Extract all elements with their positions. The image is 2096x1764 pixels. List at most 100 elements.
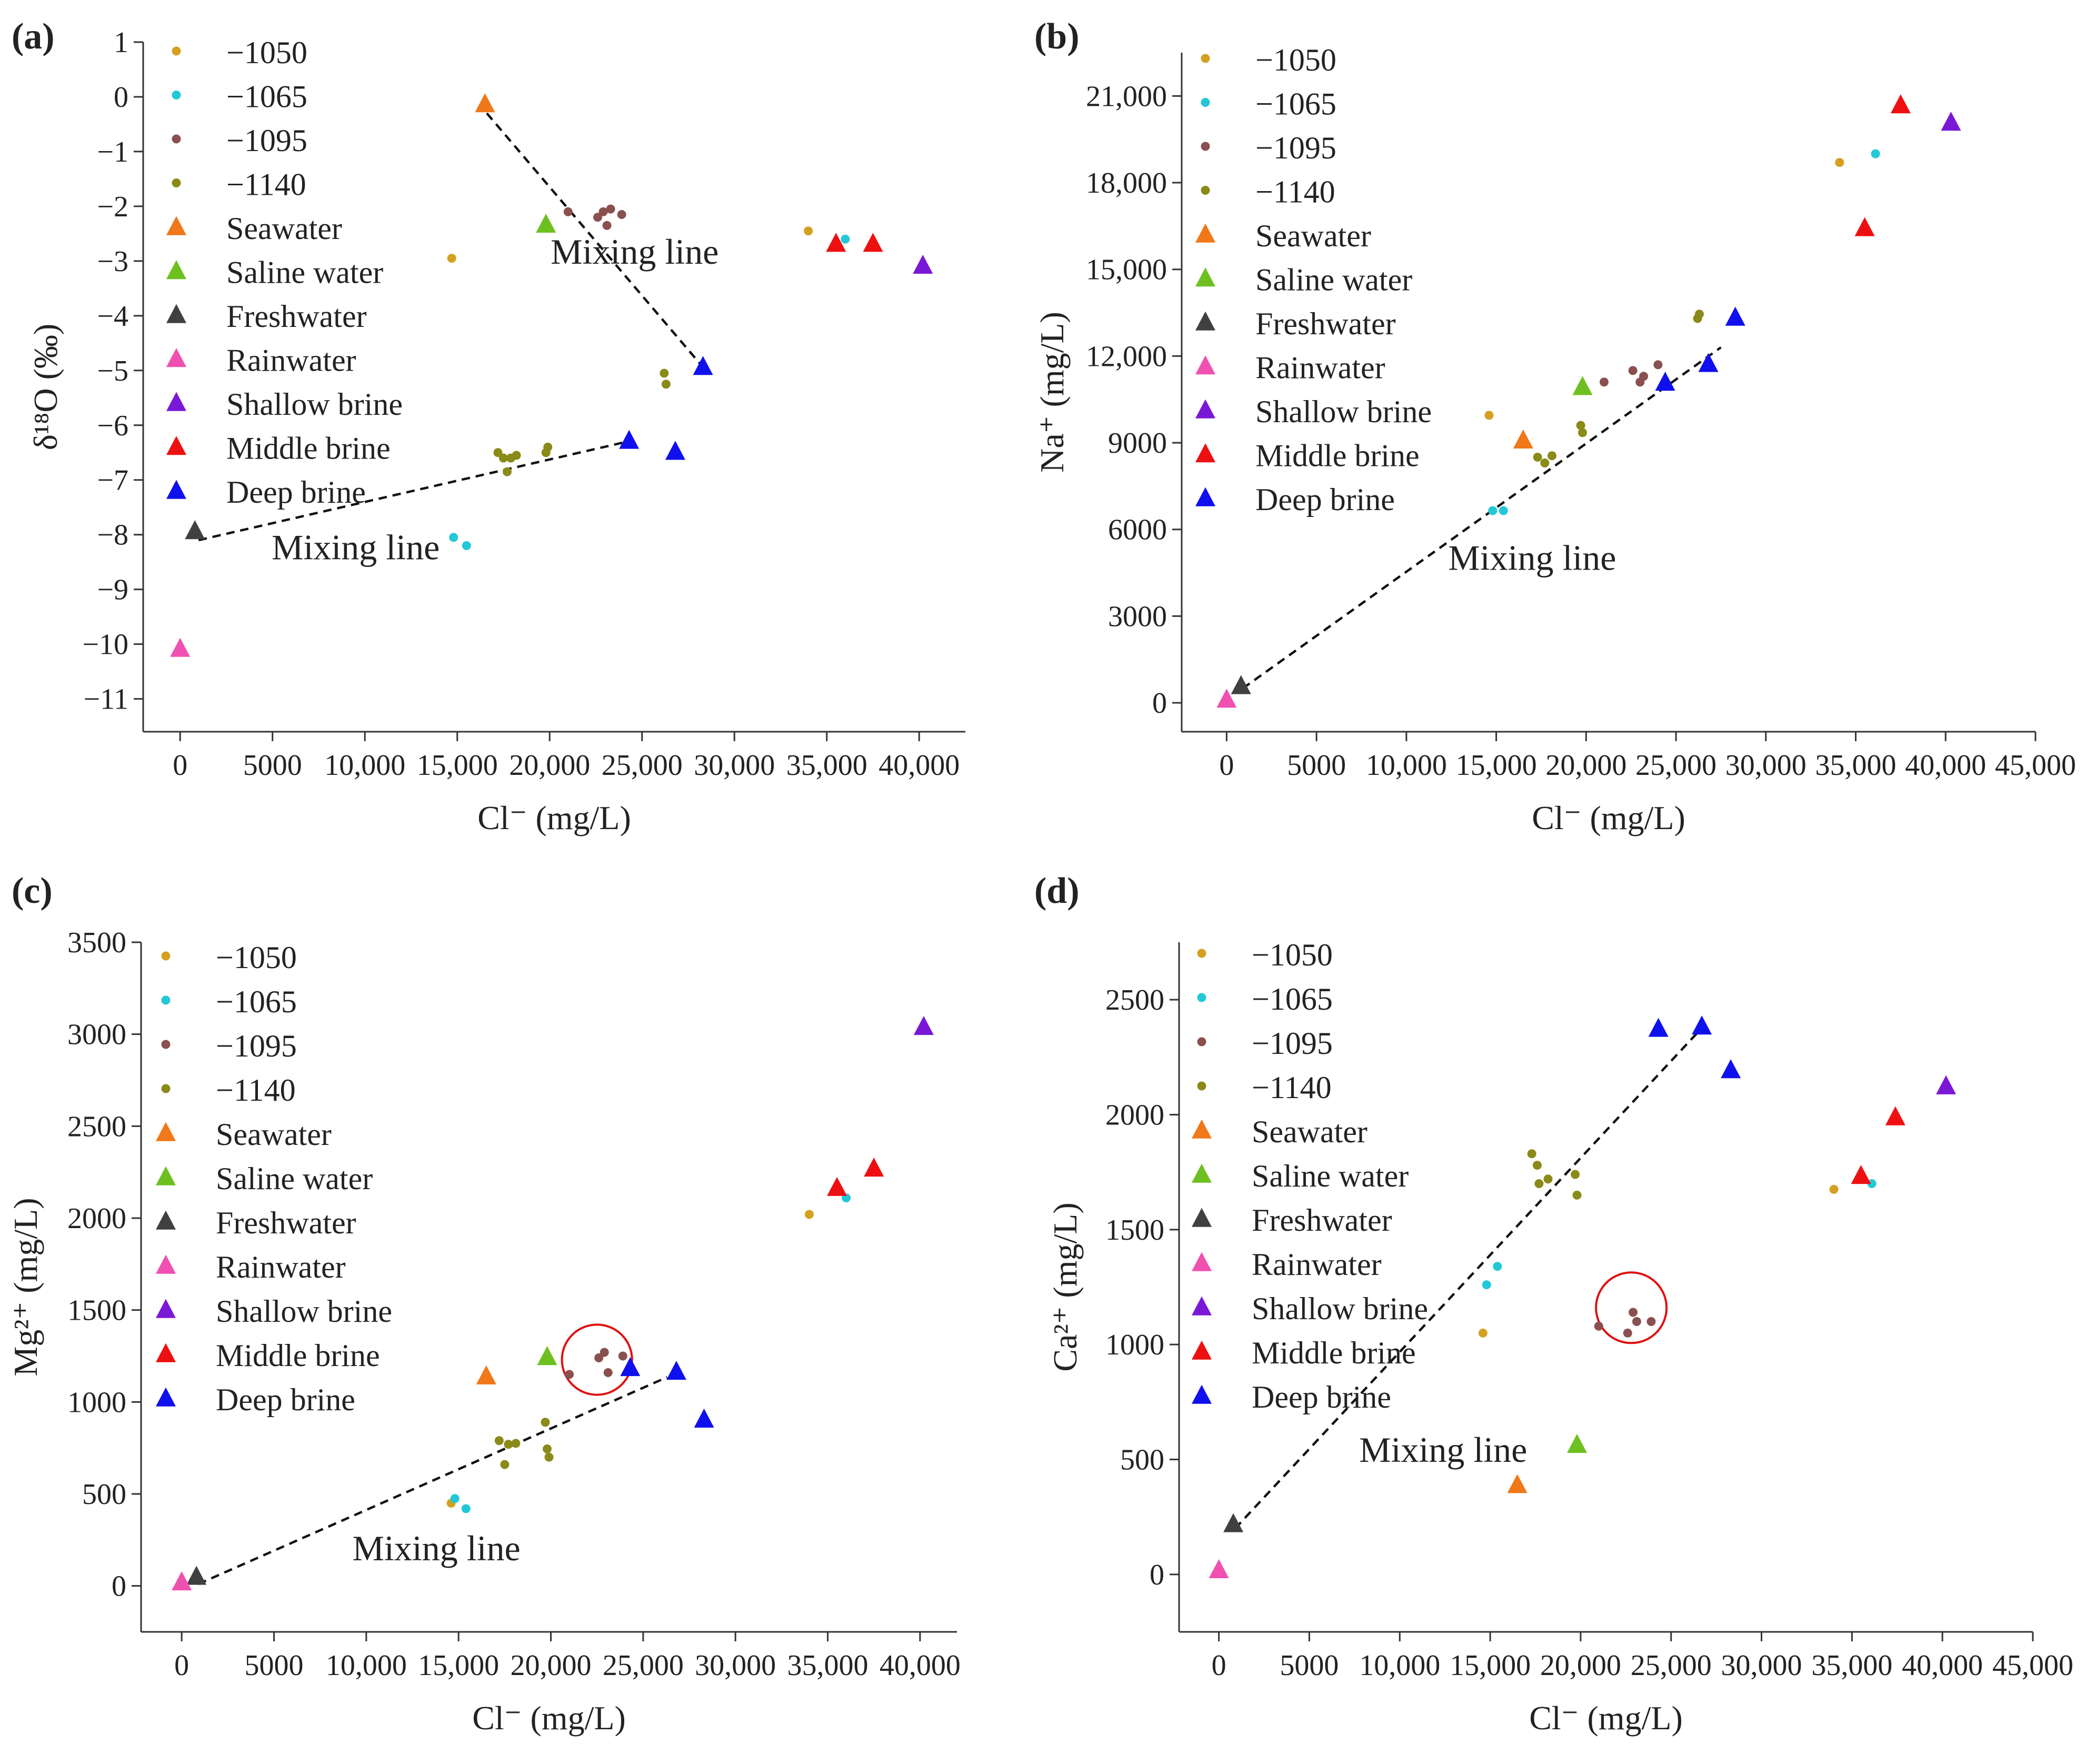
data-point-depth-1140 — [502, 467, 512, 476]
y-tick-label: −2 — [97, 191, 128, 223]
legend-marker-triangle — [1195, 267, 1215, 287]
mixing-line-label: Mixing line — [1448, 538, 1616, 578]
data-point-depth-1095 — [617, 210, 626, 219]
data-point-depth-1140 — [543, 442, 553, 452]
data-point-saline-water — [1572, 376, 1593, 395]
legend-marker-dot — [161, 1084, 171, 1093]
data-point-rainwater — [1216, 689, 1237, 708]
data-point-depth-1095 — [565, 1370, 574, 1379]
legend-marker-triangle — [166, 480, 186, 499]
legend-label: Shallow brine — [1255, 394, 1432, 429]
x-tick-label: 10,000 — [326, 1649, 407, 1682]
legend-label: Shallow brine — [1252, 1291, 1428, 1326]
data-point-freshwater — [186, 1566, 207, 1585]
legend-marker-dot — [1201, 186, 1210, 195]
x-tick-label: 25,000 — [1635, 749, 1716, 782]
data-point-depth-1065 — [1493, 1262, 1502, 1271]
legend-label: −1140 — [1252, 1070, 1332, 1105]
data-point-deep-brine — [693, 356, 713, 375]
data-point-depth-1140 — [1533, 453, 1542, 462]
y-tick-label: 500 — [82, 1478, 126, 1511]
data-point-middle-brine — [864, 1158, 884, 1177]
data-point-seawater — [476, 1365, 496, 1384]
legend-marker-dot — [1201, 54, 1210, 63]
data-point-depth-1140 — [504, 1440, 513, 1449]
x-tick-label: 5000 — [1280, 1649, 1339, 1682]
data-point-depth-1065 — [1871, 149, 1880, 158]
legend-marker-dot — [172, 46, 181, 56]
legend-label: Middle brine — [216, 1338, 380, 1373]
y-tick-label: 9000 — [1108, 427, 1167, 460]
data-point-depth-1095 — [1629, 1308, 1638, 1317]
legend-marker-dot — [1197, 1037, 1206, 1047]
y-tick-label: −1 — [97, 136, 128, 168]
x-tick-label: 35,000 — [1815, 749, 1897, 782]
legend-marker-triangle — [1195, 355, 1215, 375]
data-point-depth-1065 — [450, 1494, 460, 1503]
legend-label: Saline water — [216, 1161, 373, 1196]
y-tick-label: 0 — [114, 81, 128, 114]
legend-marker-triangle — [166, 304, 186, 323]
legend-marker-dot — [172, 91, 181, 99]
legend-label: Rainwater — [1255, 351, 1385, 385]
data-point-depth-1140 — [544, 1452, 554, 1462]
data-point-depth-1140 — [541, 1418, 550, 1427]
legend-marker-triangle — [156, 1343, 176, 1362]
legend-label: −1095 — [226, 123, 307, 158]
data-point-depth-1140 — [498, 453, 508, 463]
legend-label: −1050 — [226, 35, 307, 70]
data-point-depth-1095 — [563, 207, 573, 216]
data-point-middle-brine — [826, 233, 846, 252]
data-point-saline-water — [537, 1346, 557, 1366]
data-point-depth-1140 — [1572, 1190, 1582, 1200]
y-tick-label: 2000 — [1105, 1099, 1164, 1132]
legend-label: Middle brine — [1252, 1336, 1416, 1370]
legend-marker-triangle — [1192, 1340, 1212, 1360]
data-point-depth-1095 — [1653, 360, 1663, 370]
mixing-line-label: Mixing line — [352, 1528, 520, 1568]
legend-label: Freshwater — [1255, 306, 1396, 341]
data-point-depth-1095 — [594, 1353, 604, 1362]
data-point-depth-1095 — [593, 213, 602, 222]
y-tick-label: −5 — [97, 355, 128, 387]
panel-c: 0 5000 10,000 15,000 20,000 25,000 30,000 35,00… — [7, 871, 961, 1737]
data-point-depth-1140 — [1578, 428, 1587, 437]
data-point-depth-1095 — [1628, 366, 1638, 375]
data-point-depth-1050 — [804, 1210, 814, 1219]
legend-marker-triangle — [1195, 487, 1215, 506]
x-tick-label: 10,000 — [324, 749, 405, 782]
data-point-deep-brine — [694, 1408, 714, 1428]
legend-marker-triangle — [166, 436, 186, 455]
legend-label: Seawater — [216, 1117, 332, 1152]
x-tick-label: 40,000 — [1902, 1649, 1983, 1682]
x-tick-label: 15,000 — [1456, 749, 1537, 782]
legend-marker-triangle — [1192, 1208, 1212, 1227]
data-point-middle-brine — [827, 1177, 847, 1196]
data-point-seawater — [1507, 1474, 1528, 1493]
data-point-depth-1095 — [606, 204, 615, 214]
y-axis-title: Ca²⁺ (mg/L) — [1046, 1202, 1084, 1371]
legend-label: Rainwater — [1252, 1247, 1382, 1282]
data-point-depth-1140 — [494, 1436, 504, 1446]
legend-label: Saline water — [1255, 263, 1412, 297]
data-point-depth-1140 — [1532, 1161, 1542, 1170]
legend-label: −1095 — [1255, 131, 1336, 165]
data-point-depth-1050 — [804, 226, 813, 236]
legend-label: −1095 — [216, 1029, 297, 1063]
legend-label: Rainwater — [216, 1250, 346, 1284]
data-point-freshwater — [185, 520, 205, 540]
legend-label: Deep brine — [216, 1382, 355, 1417]
data-point-deep-brine — [619, 430, 640, 449]
legend: −1050 −1065 −1095 −1140 Seawater Saline water… — [1192, 938, 1428, 1414]
legend-marker-dot — [1197, 1081, 1206, 1091]
legend-marker-triangle — [1192, 1296, 1212, 1315]
x-tick-label: 20,000 — [1545, 749, 1626, 782]
data-point-depth-1140 — [1534, 1179, 1544, 1188]
y-axis-title: δ¹⁸O (‰) — [27, 324, 64, 451]
highlight-circle — [561, 1323, 633, 1396]
data-point-shallow-brine — [1941, 112, 1961, 131]
legend-marker-dot — [1197, 949, 1206, 958]
data-point-seawater — [475, 93, 495, 113]
legend-marker-triangle — [1192, 1163, 1212, 1183]
mixing-line-label: Mixing line — [272, 527, 440, 567]
